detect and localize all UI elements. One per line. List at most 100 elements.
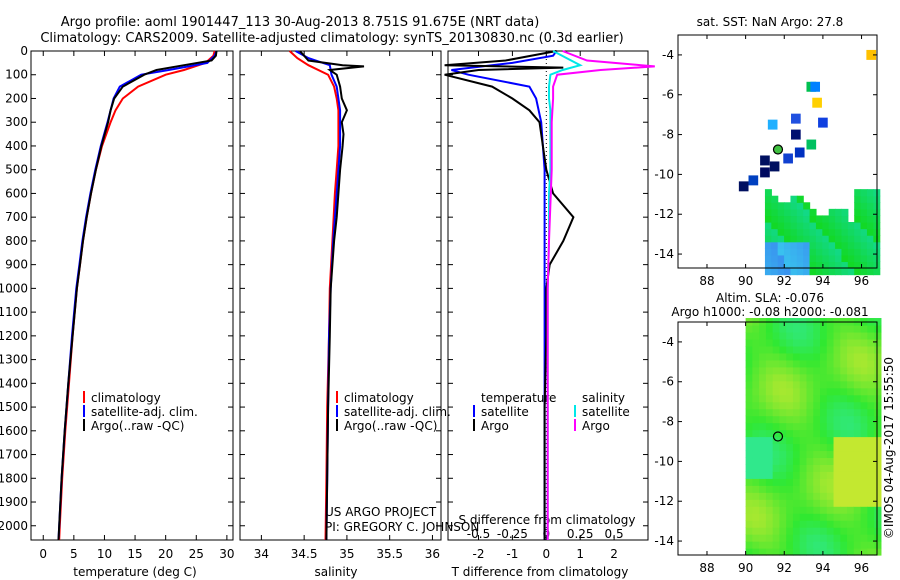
sla-cell	[772, 380, 781, 389]
sst-cell	[796, 261, 804, 269]
sst-cell	[841, 254, 849, 263]
sla-cell	[853, 485, 862, 493]
sla-map-title: Altim. SLA: -0.076	[716, 291, 824, 305]
sla-cell	[874, 422, 882, 431]
sla-cell	[860, 464, 868, 472]
sla-cell	[826, 478, 835, 486]
sla-cell	[833, 429, 841, 438]
sla-cell	[847, 429, 855, 438]
credit-pi: PI: GREGORY C. JOHNSON	[325, 520, 479, 534]
sla-cell	[786, 436, 794, 445]
sla-cell	[752, 443, 760, 452]
sla-cell	[806, 429, 814, 438]
sla-cell	[820, 408, 828, 417]
x-tick-label: 5	[70, 547, 78, 561]
sla-cell	[745, 499, 753, 507]
x2-tick-label: 0.5	[605, 527, 624, 541]
sla-cell	[792, 345, 801, 354]
sla-cell	[765, 471, 774, 479]
sst-cell	[790, 221, 798, 230]
sla-cell	[752, 373, 760, 382]
sst-cell	[764, 241, 772, 249]
x-tick-label: 96	[854, 274, 869, 288]
difference-legend: temperature satellite Argo salinity sate…	[473, 391, 630, 433]
sla-cell	[874, 548, 882, 556]
sla-cell	[847, 450, 855, 459]
sla-cell	[752, 338, 760, 347]
y-tick-label: -10	[654, 167, 674, 181]
x2-tick-label: 0.25	[567, 527, 594, 541]
sla-cell	[847, 415, 855, 424]
sst-cell	[771, 268, 779, 276]
sla-cell	[867, 345, 875, 354]
sla-cell	[826, 387, 835, 396]
sst-cell	[803, 254, 811, 263]
sla-cell	[820, 366, 828, 375]
sla-cell	[786, 401, 794, 410]
sla-cell	[792, 485, 801, 493]
sst-cell	[791, 129, 801, 140]
temperature-panel: temperature (deg C) climatology satellit…	[0, 44, 235, 579]
sla-cell	[840, 387, 848, 396]
sst-cell	[860, 202, 868, 210]
sst-cell	[822, 248, 830, 256]
sla-cell	[840, 436, 848, 445]
sla-cell	[820, 499, 828, 507]
sla-cell	[820, 359, 828, 368]
sst-cell	[764, 235, 772, 243]
sla-cell	[820, 436, 828, 445]
sla-cell	[745, 394, 753, 403]
sla-cell	[813, 401, 821, 410]
sla-cell	[806, 450, 814, 459]
sst-cell	[806, 139, 817, 150]
sla-cell	[792, 394, 801, 403]
sla-cell	[772, 541, 781, 549]
sla-cell	[853, 373, 862, 382]
sla-cell	[853, 471, 862, 479]
sla-cell	[779, 387, 787, 396]
sla-cell	[874, 331, 882, 340]
sst-cell	[860, 195, 868, 203]
sla-cell	[752, 548, 760, 556]
sla-cell	[792, 534, 801, 542]
sla-cell	[813, 499, 821, 507]
sla-cell	[765, 499, 774, 507]
sla-cell	[833, 492, 841, 500]
sla-cell	[779, 534, 787, 542]
y-tick-label: 2000	[0, 519, 28, 533]
sla-cell	[874, 429, 882, 438]
sla-cell	[799, 373, 808, 382]
sla-cell	[813, 387, 821, 396]
sla-cell	[840, 324, 848, 333]
sla-cell	[860, 352, 868, 361]
sst-cell	[822, 241, 830, 249]
sla-cell	[826, 401, 835, 410]
sla-cell	[867, 443, 875, 452]
sla-cell	[806, 352, 814, 361]
sla-cell	[745, 471, 753, 479]
sla-cell	[745, 408, 753, 417]
sla-cell	[820, 520, 828, 528]
sla-cell	[826, 352, 835, 361]
sla-cell	[806, 548, 814, 556]
sla-cell	[799, 352, 808, 361]
sst-cell	[828, 215, 836, 223]
x-tick-label: 1	[576, 547, 584, 561]
sla-cell	[847, 534, 855, 542]
sla-cell	[847, 478, 855, 486]
sst-cell	[818, 117, 828, 128]
sst-cell	[771, 254, 779, 263]
y-tick-label: 1700	[0, 448, 28, 462]
sla-cell	[847, 506, 855, 514]
sla-cell	[745, 338, 753, 347]
sla-cell	[806, 464, 814, 472]
sla-cell	[765, 429, 774, 438]
sst-cell	[803, 202, 811, 210]
x-tick-label: 88	[699, 274, 714, 288]
sla-cell	[765, 338, 774, 347]
sst-cell	[803, 261, 811, 269]
sla-cell	[752, 394, 760, 403]
sst-cell	[835, 228, 843, 236]
sla-cell	[853, 443, 862, 452]
sst-cell	[764, 189, 772, 197]
